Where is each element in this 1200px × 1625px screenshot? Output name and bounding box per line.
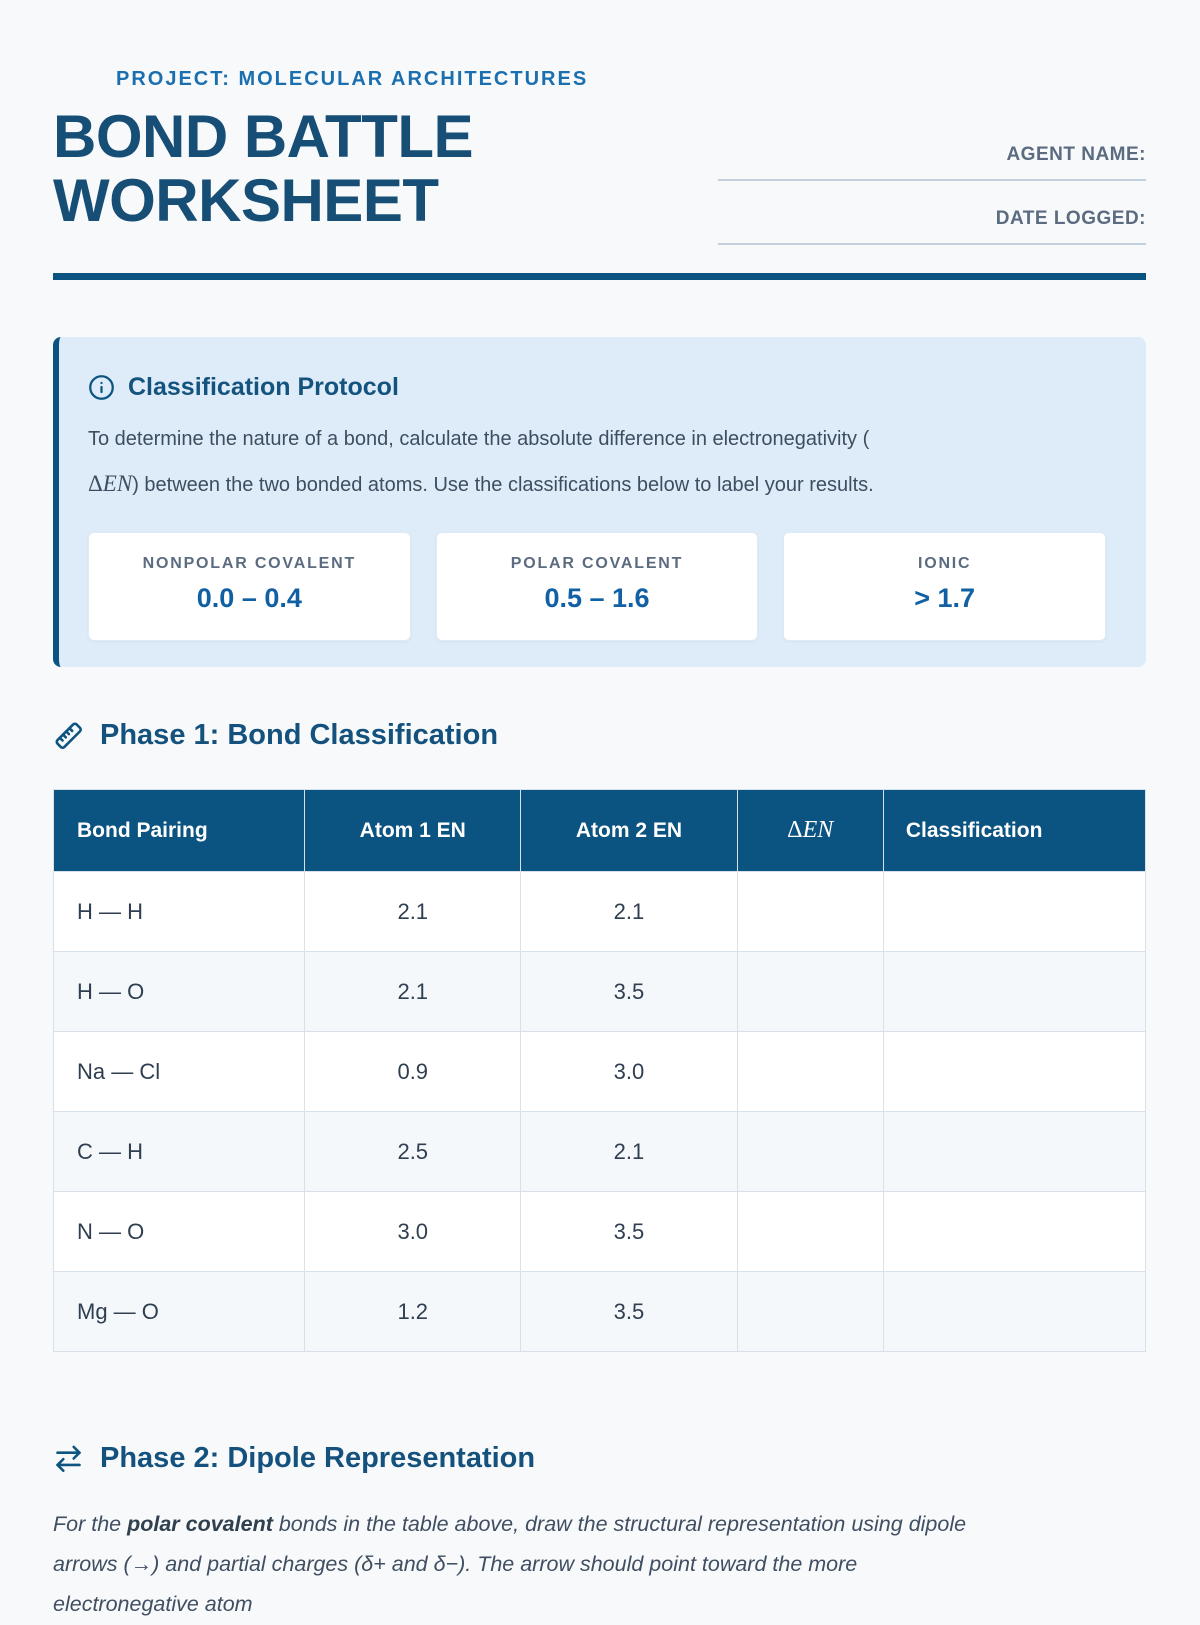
- info-circle-icon: [88, 374, 115, 401]
- protocol-heading: Classification Protocol: [128, 373, 399, 401]
- table-row: N — O 3.0 3.5: [52, 1191, 1147, 1273]
- delta-en-answer-cell[interactable]: [736, 1031, 884, 1113]
- atom2-en-cell: 3.5: [520, 1191, 738, 1273]
- header-bond-pairing: Bond Pairing: [52, 789, 306, 873]
- atom1-en-cell: 3.0: [304, 1191, 522, 1273]
- table-row: Mg — O 1.2 3.5: [52, 1271, 1147, 1353]
- delta-en-math: ΔEN: [88, 471, 133, 496]
- ruler-icon: [53, 720, 84, 751]
- atom2-en-cell: 3.5: [520, 951, 738, 1033]
- phase2-heading: Phase 2: Dipole Representation: [100, 1442, 536, 1475]
- card-nonpolar-covalent: NONPOLAR COVALENT 0.0 – 0.4: [88, 532, 411, 642]
- polar-covalent-emphasis: polar covalent: [127, 1512, 273, 1537]
- atom2-en-cell: 2.1: [520, 871, 738, 953]
- card-range: 0.5 – 1.6: [544, 583, 650, 614]
- delta-en-answer-cell[interactable]: [736, 1111, 884, 1193]
- bond-pair-cell: C — H: [52, 1111, 306, 1193]
- card-label: POLAR COVALENT: [510, 555, 684, 573]
- date-logged-label: DATE LOGGED:: [995, 208, 1146, 229]
- project-label: PROJECT: MOLECULAR ARCHITECTURES: [116, 68, 589, 90]
- protocol-heading-row: Classification Protocol: [88, 373, 1106, 402]
- atom2-en-cell: 2.1: [520, 1111, 738, 1193]
- classification-answer-cell[interactable]: [882, 1031, 1147, 1113]
- atom1-en-cell: 2.1: [304, 871, 522, 953]
- date-logged-field[interactable]: DATE LOGGED:: [718, 208, 1146, 245]
- header-classification: Classification: [882, 789, 1147, 873]
- card-label: IONIC: [917, 555, 972, 573]
- classification-answer-cell[interactable]: [882, 871, 1147, 953]
- agent-name-field[interactable]: AGENT NAME:: [718, 144, 1146, 181]
- card-polar-covalent: POLAR COVALENT 0.5 – 1.6: [435, 532, 759, 642]
- agent-name-label: AGENT NAME:: [1006, 144, 1146, 165]
- table-row: Na — Cl 0.9 3.0: [52, 1031, 1147, 1113]
- delta-en-answer-cell[interactable]: [736, 1191, 884, 1273]
- bond-pair-cell: Na — Cl: [52, 1031, 306, 1113]
- phase1-heading: Phase 1: Bond Classification: [100, 719, 499, 752]
- phase2-instructions: For the polar covalent bonds in the tabl…: [53, 1512, 967, 1617]
- header-atom2-en: Atom 2 EN: [520, 789, 738, 873]
- bond-pair-cell: H — H: [52, 871, 306, 953]
- header-atom1-en: Atom 1 EN: [304, 789, 522, 873]
- title-divider: [53, 273, 1146, 280]
- classification-protocol-box: Classification Protocol To determine the…: [53, 337, 1146, 668]
- bond-pair-cell: Mg — O: [52, 1271, 306, 1353]
- delta-en-answer-cell[interactable]: [736, 1271, 884, 1353]
- classification-answer-cell[interactable]: [882, 1271, 1147, 1353]
- bond-classification-table: Bond Pairing Atom 1 EN Atom 2 EN ΔEN Cla…: [52, 789, 1147, 1353]
- card-ionic: IONIC > 1.7: [783, 532, 1107, 642]
- classification-cards: NONPOLAR COVALENT 0.0 – 0.4 POLAR COVALE…: [88, 532, 1107, 642]
- arrows-left-right-icon: [53, 1443, 84, 1474]
- delta-en-answer-cell[interactable]: [736, 951, 884, 1033]
- header: PROJECT: MOLECULAR ARCHITECTURES BOND BA…: [53, 68, 1146, 245]
- table-row: H — H 2.1 2.1: [52, 871, 1147, 953]
- atom2-en-cell: 3.5: [520, 1271, 738, 1353]
- table-row: C — H 2.5 2.1: [52, 1111, 1147, 1193]
- table-row: H — O 2.1 3.5: [52, 951, 1147, 1033]
- bond-pair-cell: N — O: [52, 1191, 306, 1273]
- atom1-en-cell: 2.1: [304, 951, 522, 1033]
- protocol-body: To determine the nature of a bond, calcu…: [88, 428, 874, 496]
- title-block: PROJECT: MOLECULAR ARCHITECTURES BOND BA…: [53, 68, 588, 232]
- atom1-en-cell: 0.9: [304, 1031, 522, 1113]
- card-range: 0.0 – 0.4: [196, 583, 302, 614]
- page-title: BOND BATTLE WORKSHEET: [53, 103, 474, 234]
- delta-en-answer-cell[interactable]: [736, 871, 884, 953]
- atom1-en-cell: 2.5: [304, 1111, 522, 1193]
- card-label: NONPOLAR COVALENT: [142, 555, 357, 573]
- atom2-en-cell: 3.0: [520, 1031, 738, 1113]
- table-header-row: Bond Pairing Atom 1 EN Atom 2 EN ΔEN Cla…: [52, 789, 1147, 873]
- classification-answer-cell[interactable]: [882, 1111, 1147, 1193]
- classification-answer-cell[interactable]: [882, 951, 1147, 1033]
- header-fields: AGENT NAME: DATE LOGGED:: [718, 144, 1146, 245]
- bond-pair-cell: H — O: [52, 951, 306, 1033]
- phase2-heading-row: Phase 2: Dipole Representation: [53, 1442, 1146, 1475]
- classification-answer-cell[interactable]: [882, 1191, 1147, 1273]
- phase1-heading-row: Phase 1: Bond Classification: [53, 719, 1146, 752]
- atom1-en-cell: 1.2: [304, 1271, 522, 1353]
- header-delta-en: ΔEN: [736, 789, 884, 873]
- card-range: > 1.7: [914, 583, 976, 614]
